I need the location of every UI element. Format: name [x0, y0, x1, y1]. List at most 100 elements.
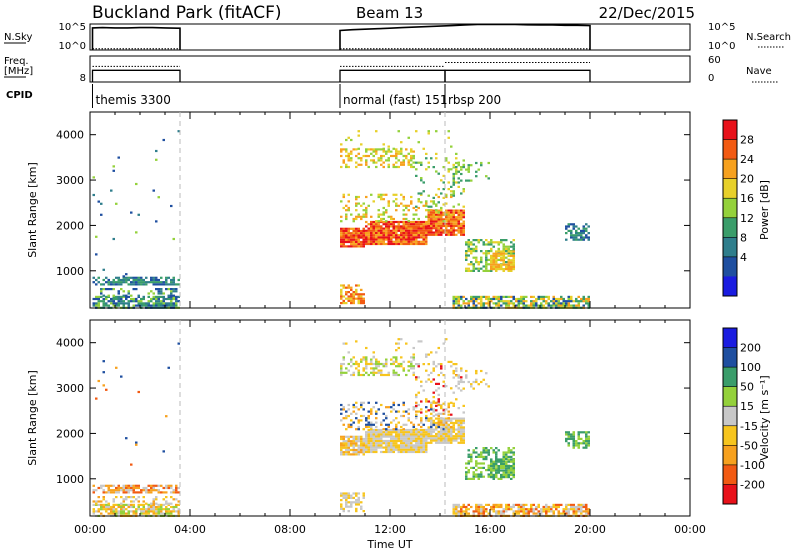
freq-label: Freq. — [4, 56, 29, 67]
n-search-label: N.Search — [746, 32, 791, 43]
nave-label: Nave — [746, 66, 772, 77]
n-search-tick-top: 10^5 — [708, 22, 735, 33]
beam-label: Beam 13 — [356, 4, 423, 22]
power-axis: 1000 2000 3000 4000 — [56, 112, 691, 308]
velocity-panel-region-7 — [427, 417, 465, 444]
velocity-panel-region-15 — [565, 431, 590, 449]
power-panel-colorbar-frame — [722, 119, 738, 297]
velocity-panel-colorbar-swatch-1 — [723, 347, 737, 368]
velocity-panel-colorbar-swatch-0 — [723, 328, 737, 348]
power-panel-colorbar-tick-label-6: 4 — [740, 251, 747, 264]
n-sky-tick-bottom: 10^0 — [59, 41, 86, 52]
power-panel-colorbar-tick-label-3: 16 — [740, 192, 754, 205]
velocity-panel-region-13 — [490, 458, 515, 479]
velocity-panel-region-11 — [342, 338, 448, 358]
velocity-panel-region-9 — [340, 356, 415, 377]
power-panel-colorbar-swatch-5 — [723, 217, 737, 238]
power-panel-colorbar-tick-label-5: 8 — [740, 231, 747, 244]
power-panel-y-tick-label-2: 3000 — [56, 174, 84, 187]
freq-panel: Freq. [MHz] 8 60 0 Nave — [4, 55, 778, 84]
velocity-scatter — [92, 338, 590, 517]
power-panel-colorbar-tick-label-1: 24 — [740, 153, 754, 166]
power-scatter — [92, 130, 590, 309]
time-tick-label-4: 16:00 — [474, 523, 506, 536]
power-panel-region-1 — [100, 288, 178, 297]
freq-lines — [91, 62, 591, 82]
x-axis-label: Time UT — [366, 538, 412, 551]
freq-line-0 — [91, 69, 181, 82]
power-panel-colorbar-swatch-7 — [723, 256, 737, 277]
velocity-panel-region-4 — [340, 492, 365, 513]
power-panel-region-10 — [415, 152, 465, 208]
velocity-panel-colorbar-tick-label-4: -15 — [740, 420, 758, 433]
freq-frame — [89, 55, 691, 83]
power-panel-region-8 — [340, 193, 453, 223]
cpid-label: CPID — [6, 90, 33, 101]
velocity-panel-region-5 — [340, 435, 365, 456]
velocity-panel-colorbar-tick-label-5: -50 — [740, 439, 758, 452]
n-sky-line-0 — [91, 26, 181, 50]
velocity-panel-region-10 — [415, 360, 465, 416]
n-sky-frame — [89, 23, 691, 51]
power-panel-colorbar-swatch-0 — [723, 120, 737, 140]
cpid-panel: CPID themis 3300 normal (fast) 151 rbsp 20… — [6, 84, 501, 108]
time-tick-label-5: 20:00 — [574, 523, 606, 536]
time-tick-label-0: 00:00 — [74, 523, 106, 536]
cpid-entries: themis 3300 normal (fast) 151 rbsp 200 — [92, 84, 501, 108]
velocity-panel-region-0 — [92, 503, 180, 517]
power-colorbar-label: Power [dB] — [758, 180, 771, 240]
velocity-panel-colorbar-swatch-3 — [723, 386, 737, 407]
velocity-panel-colorbar-tick-label-3: 15 — [740, 400, 754, 413]
power-panel-region-14 — [452, 295, 590, 309]
power-panel-region-6 — [365, 220, 428, 246]
date-label: 22/Dec/2015 — [599, 4, 695, 22]
power-panel-y-tick-label-3: 4000 — [56, 129, 84, 142]
n-sky-panel: N.Sky 10^5 10^0 10^5 10^0 N.Search — [4, 22, 791, 52]
velocity-panel-region-14 — [452, 503, 590, 517]
power-panel-colorbar-tick-label-2: 20 — [740, 173, 754, 186]
n-sky-label: N.Sky — [4, 32, 32, 43]
power-panel-colorbar-swatch-8 — [723, 276, 737, 297]
power-panel-region-5 — [340, 227, 365, 248]
power-panel-colorbar-swatch-6 — [723, 237, 737, 258]
n-sky-line-1 — [339, 23, 591, 50]
time-tick-label-3: 12:00 — [374, 523, 406, 536]
power-colorbar: 28 24 20 16 12 8 4 — [722, 119, 754, 297]
velocity-panel-colorbar-swatch-5 — [723, 425, 737, 446]
velocity-panel-y-tick-label-0: 1000 — [56, 473, 84, 486]
power-panel-y-tick-label-0: 1000 — [56, 265, 84, 278]
time-axis: 00:00 04:00 08:00 12:00 16:00 20:00 00:00 — [74, 523, 706, 536]
velocity-panel-region-1 — [92, 496, 180, 505]
velocity-panel-region-16 — [452, 369, 490, 390]
power-panel-region-2 — [92, 276, 180, 286]
velocity-panel-colorbar-swatch-8 — [723, 484, 737, 505]
power-panel-region-11 — [340, 130, 453, 150]
power-panel-colorbar-tick-label-4: 12 — [740, 212, 754, 225]
velocity-panel-colorbar-tick-label-0: 200 — [740, 342, 761, 355]
power-panel-colorbar-swatch-2 — [723, 159, 737, 179]
velocity-panel-region-6 — [365, 428, 428, 454]
power-panel-region-15 — [565, 223, 590, 241]
freq-line-1 — [339, 69, 446, 82]
velocity-panel-region-2 — [92, 484, 180, 494]
velocity-panel-colorbar-frame — [722, 327, 738, 505]
nave-tick-bottom: 0 — [708, 73, 714, 84]
velocity-panel-region-3 — [95, 342, 180, 466]
velocity-panel-colorbar-swatch-7 — [723, 464, 737, 485]
time-tick-label-1: 04:00 — [174, 523, 206, 536]
velocity-axis: 1000 2000 3000 4000 — [56, 320, 691, 516]
velocity-panel-colorbar-swatch-2 — [723, 367, 737, 387]
power-panel-colorbar-swatch-1 — [723, 139, 737, 160]
power-panel-region-16 — [452, 161, 490, 182]
station-title: Buckland Park (fitACF) — [92, 3, 282, 23]
n-sky-lines — [91, 23, 591, 50]
velocity-panel-y-tick-label-3: 4000 — [56, 337, 84, 350]
power-panel-region-4 — [340, 284, 365, 305]
power-panel-region-3 — [92, 130, 180, 278]
power-panel-region-7 — [427, 209, 465, 236]
freq-unit-label: [MHz] — [4, 66, 33, 77]
power-panel-region-13 — [490, 250, 515, 271]
cpid-entry-0: themis 3300 — [96, 93, 171, 107]
power-panel-region-9 — [340, 148, 415, 169]
time-tick-label-2: 08:00 — [274, 523, 306, 536]
